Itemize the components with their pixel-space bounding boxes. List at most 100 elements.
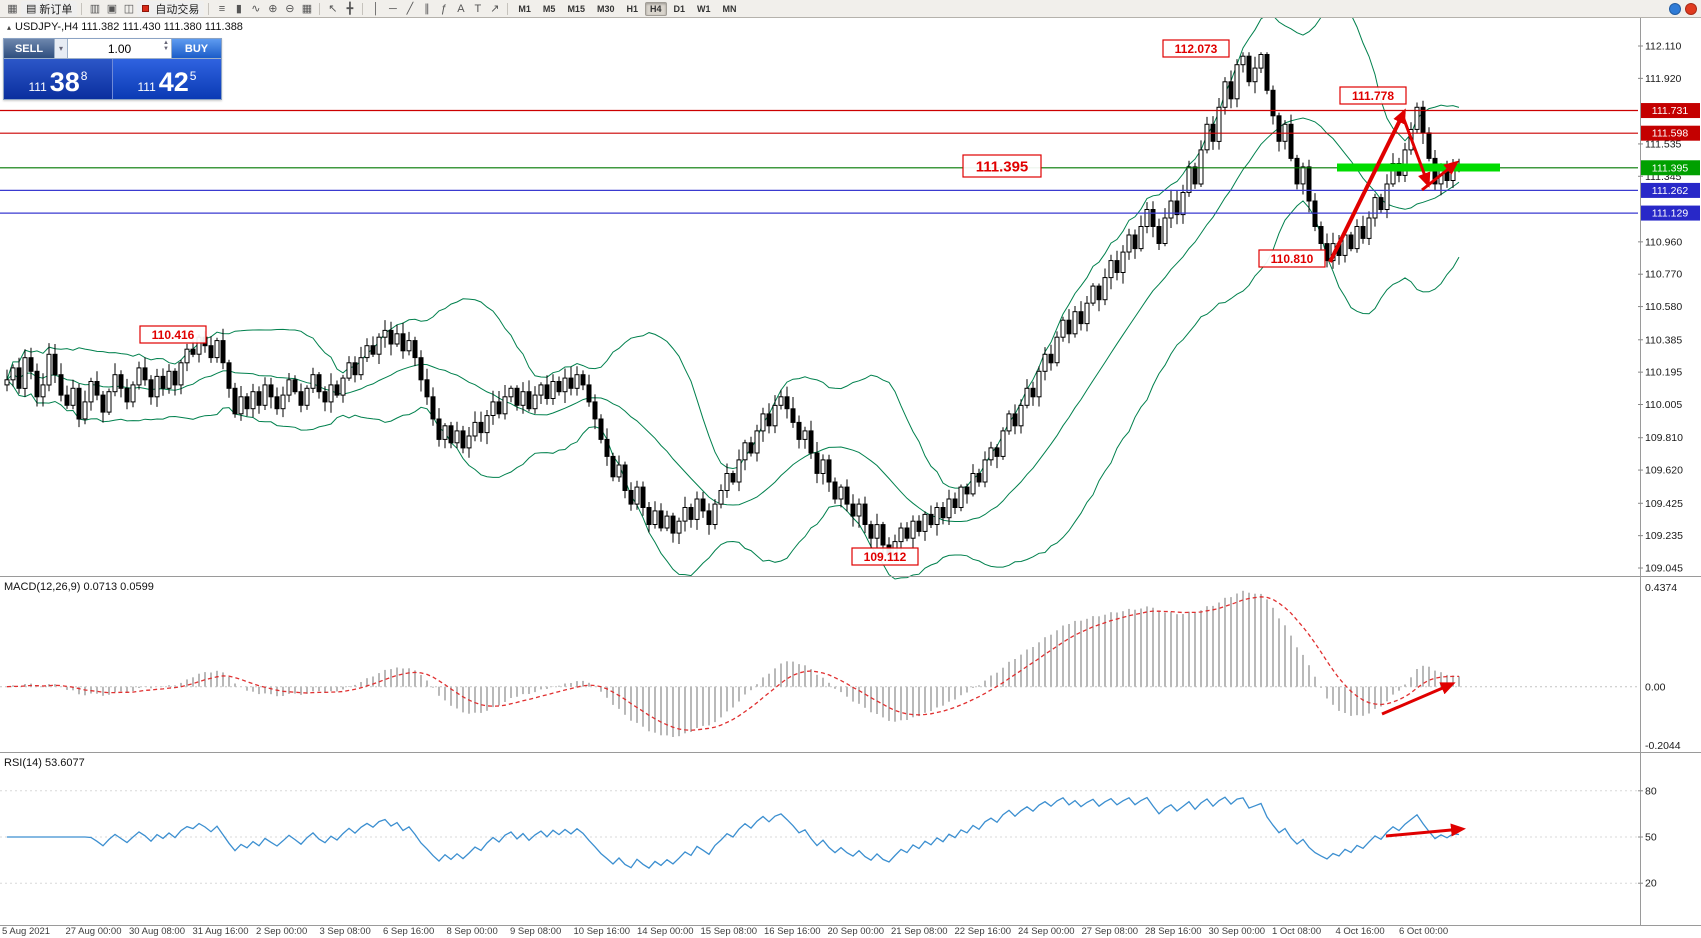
sell-price[interactable]: 111 38 8	[4, 59, 112, 99]
callout-box-112.073[interactable]	[1162, 39, 1230, 58]
text-icon[interactable]: A	[457, 2, 465, 15]
rally-arrow[interactable]	[1328, 108, 1406, 263]
candle-body	[220, 340, 226, 364]
cursor-icon[interactable]: ↖	[328, 3, 338, 15]
candle-body	[826, 459, 832, 483]
callout-box-111.778[interactable]	[1339, 86, 1407, 105]
zoom-in-icon[interactable]: ⊕	[268, 2, 278, 15]
candle-body	[1426, 132, 1432, 159]
profile-icon[interactable]: ▣	[106, 3, 118, 15]
candle-body	[604, 438, 610, 457]
price-tick: 109.810	[1645, 432, 1683, 444]
candlestick-series	[4, 52, 1462, 557]
callout-box-110.416[interactable]	[139, 325, 207, 344]
horizontal-line-icon[interactable]: ─	[389, 2, 397, 15]
rsi-arrow[interactable]	[1385, 823, 1466, 838]
zoom-out-icon[interactable]: ⊖	[285, 2, 295, 15]
candle-body	[1312, 200, 1318, 227]
candle-body	[280, 394, 286, 410]
timeframe-h4[interactable]: H4	[644, 1, 667, 16]
timeframe-m5[interactable]: M5	[542, 3, 556, 14]
candle-body	[304, 387, 310, 406]
candle-body	[244, 396, 250, 410]
timeframe-m30[interactable]: M30	[596, 3, 615, 14]
buy-button[interactable]: BUY	[171, 39, 221, 58]
candle-body	[166, 370, 172, 389]
autotrade-status-icon	[142, 5, 150, 12]
alerts-icon[interactable]: ◫	[123, 3, 135, 15]
callout-text: 111.395	[976, 158, 1029, 175]
candle-body	[118, 374, 124, 389]
candle-body	[724, 473, 730, 491]
tile-windows-icon[interactable]: ▦	[301, 2, 313, 15]
timeframe-mn[interactable]: MN	[722, 3, 737, 14]
candle-body	[796, 421, 802, 440]
candle-body	[646, 507, 652, 525]
timeframe-d1[interactable]: D1	[673, 3, 686, 14]
channel-icon[interactable]: ∥	[424, 2, 430, 15]
candle-body	[946, 498, 952, 519]
volume-spinner[interactable]: ▲ ▼	[163, 40, 169, 52]
fibonacci-icon[interactable]: ƒ	[440, 2, 447, 15]
candle-body	[1402, 149, 1408, 176]
candlestick-icon[interactable]: ▮	[235, 2, 242, 15]
candle-body	[556, 381, 562, 393]
volume-dropdown[interactable]: ▾	[54, 39, 68, 58]
toolbar-group-right	[1665, 2, 1697, 15]
charts-grid-icon[interactable]: ▥	[89, 3, 101, 15]
candle-body	[322, 391, 328, 403]
time-label: 6 Oct 00:00	[1399, 926, 1448, 937]
pullback-arrow[interactable]	[1400, 113, 1431, 188]
callout-box-110.810[interactable]	[1258, 249, 1326, 268]
bounce-arrow[interactable]	[1421, 160, 1460, 192]
macd-arrow[interactable]	[1381, 682, 1456, 716]
order-form-icon: ▤	[26, 3, 37, 15]
toolbar-separator	[362, 2, 364, 15]
vertical-line-icon[interactable]: │	[372, 2, 380, 15]
callout-box-109.112[interactable]	[851, 547, 919, 566]
callout-box-111.395[interactable]	[962, 154, 1042, 178]
highlight-band[interactable]	[1337, 163, 1500, 172]
community-icon[interactable]	[1669, 2, 1681, 15]
price-scale[interactable]: 112.110111.920111.535111.345110.960110.7…	[1638, 41, 1700, 575]
time-label: 28 Sep 16:00	[1145, 926, 1202, 937]
buy-price[interactable]: 111 42 5	[112, 59, 221, 99]
candle-body	[94, 381, 100, 396]
candle-body	[1012, 413, 1018, 427]
bar-chart-icon[interactable]: ≡	[218, 2, 226, 15]
price-tag-label: 111.598	[1652, 128, 1689, 140]
timeframe-m1[interactable]: M1	[518, 3, 531, 14]
candle-body	[484, 415, 490, 434]
timeframe-m15[interactable]: M15	[567, 3, 585, 14]
candle-body	[682, 507, 688, 522]
line-chart-icon[interactable]: ∿	[251, 2, 261, 15]
price-tick: 110.385	[1645, 334, 1682, 346]
trendline-icon[interactable]: ╱	[406, 2, 414, 15]
candle-body	[268, 384, 274, 398]
new-chart-icon[interactable]: ▦	[7, 3, 18, 15]
candle-body	[610, 455, 616, 478]
new-order-button[interactable]: ▤ 新订单	[21, 0, 78, 17]
buy-price-prefix: 111	[137, 79, 156, 94]
label-icon[interactable]: T	[474, 2, 482, 15]
time-scale[interactable]: 5 Aug 2021 27 Aug 00:00 30 Aug 08:00 31 Aug…	[2, 926, 1448, 937]
sell-button[interactable]: SELL	[4, 39, 54, 58]
candle-body	[316, 374, 322, 393]
toolbar-separator	[208, 2, 210, 15]
crosshair-icon[interactable]: ╋	[346, 3, 354, 15]
autotrade-button[interactable]: 自动交易	[137, 0, 205, 17]
volume-input[interactable]: 1.00 ▲ ▼	[68, 39, 171, 58]
candle-body	[706, 510, 712, 525]
candle-body	[1186, 166, 1192, 193]
candle-body	[652, 510, 658, 525]
candle-body	[1132, 234, 1138, 250]
candle-body	[436, 418, 442, 440]
timeframe-w1[interactable]: W1	[697, 3, 711, 14]
chart-marker-icon: ▴	[7, 22, 12, 32]
candle-body	[1024, 387, 1030, 406]
arrow-tool-icon[interactable]: ↗	[490, 2, 500, 15]
live-update-icon[interactable]	[1685, 2, 1697, 15]
timeframe-h1[interactable]: H1	[626, 3, 638, 14]
candle-body	[916, 520, 922, 532]
